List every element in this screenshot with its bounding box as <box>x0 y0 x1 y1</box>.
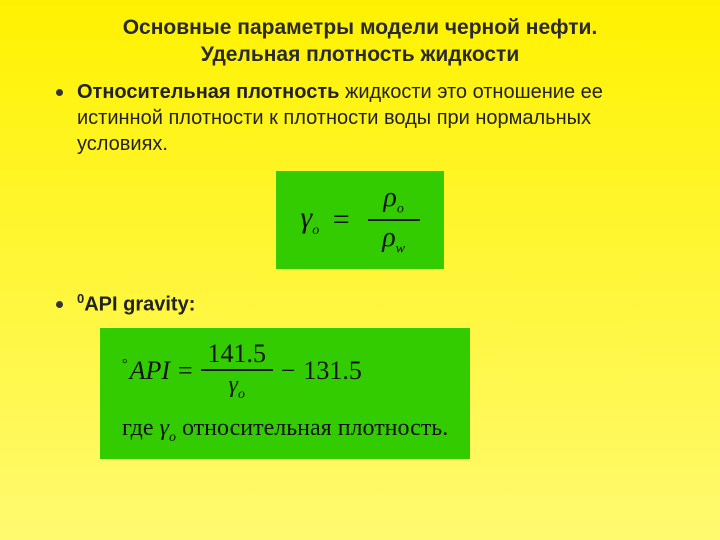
gamma-den: γ <box>228 372 237 398</box>
bullet-2-row: 0API gravity: <box>0 269 720 318</box>
degree-symbol: ° <box>122 356 128 374</box>
formula-2-wrap: °API = 141.5 γo − 131.5 где γo относител… <box>100 328 720 459</box>
formula-2-line2: где γo относительная плотность. <box>122 413 448 447</box>
bullet-1-bold: Относительная плотность <box>77 81 339 103</box>
minus-sign: − <box>281 354 296 388</box>
formula-1-lhs: γo <box>300 201 326 234</box>
formula-2-fraction: 141.5 γo <box>201 340 273 403</box>
api-gravity-label: API gravity: <box>84 294 195 316</box>
bullet-dot-icon <box>56 89 63 96</box>
bullet-1-row: Относительная плотность жидкости это отн… <box>0 69 720 157</box>
slide-title: Основные параметры модели черной нефти. … <box>0 0 720 69</box>
title-line-2: Удельная плотность жидкости <box>201 43 520 66</box>
rho-num: ρ <box>383 182 396 213</box>
bullet-1-text: Относительная плотность жидкости это отн… <box>77 79 680 157</box>
formula-1-wrap: γo = ρo ρw <box>0 171 720 270</box>
rho-num-sub: o <box>397 201 404 216</box>
rho-den-sub: w <box>396 241 405 256</box>
fraction-bar <box>368 219 420 221</box>
bullet-2-text: 0API gravity: <box>77 291 195 318</box>
title-line-1: Основные параметры модели черной нефти. <box>123 16 598 39</box>
formula-2-line1: °API = 141.5 γo − 131.5 <box>122 340 448 403</box>
rho-den: ρ <box>382 222 395 253</box>
line2-gamma: γo <box>160 415 176 441</box>
fraction-2-numerator: 141.5 <box>203 340 270 367</box>
fraction-denominator: ρw <box>376 223 411 257</box>
gamma-sub: o <box>312 223 319 238</box>
gamma-den-sub: o <box>238 387 245 402</box>
equals-sign-2: = <box>178 354 193 388</box>
equals-sign: = <box>333 203 350 236</box>
api-text: API <box>130 354 170 388</box>
formula-2-box: °API = 141.5 γo − 131.5 где γo относител… <box>100 328 470 459</box>
line2-pre: где <box>122 415 160 441</box>
tail-number: 131.5 <box>303 354 362 388</box>
line2-post: относительная плотность. <box>176 415 448 441</box>
formula-1-fraction: ρo ρw <box>368 183 420 258</box>
gamma-symbol: γ <box>300 201 312 234</box>
bullet-dot-icon <box>56 301 63 308</box>
fraction-numerator: ρo <box>377 183 409 217</box>
formula-1-box: γo = ρo ρw <box>276 171 443 270</box>
fraction-2-denominator: γo <box>224 373 248 402</box>
fraction-2-bar <box>201 369 273 371</box>
